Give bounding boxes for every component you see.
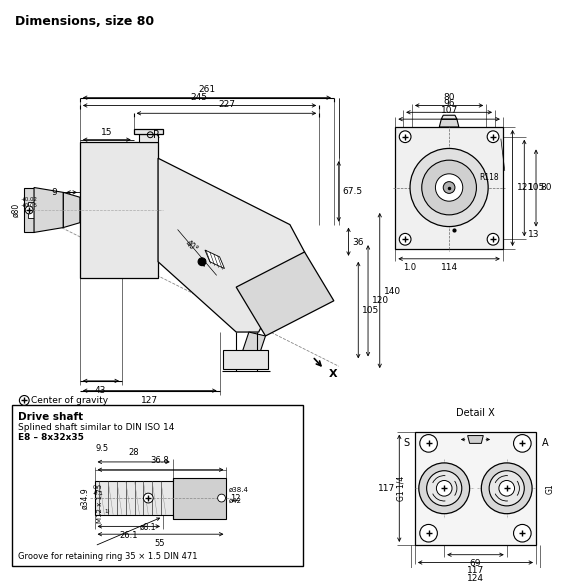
Polygon shape	[224, 350, 268, 369]
Circle shape	[489, 471, 525, 506]
Circle shape	[427, 471, 462, 506]
Circle shape	[435, 174, 463, 201]
Text: 80: 80	[540, 183, 551, 192]
Polygon shape	[242, 332, 265, 356]
Polygon shape	[94, 481, 173, 514]
Polygon shape	[24, 187, 34, 232]
Text: ø34.9: ø34.9	[81, 487, 90, 509]
Text: M12 x 1.75: M12 x 1.75	[97, 484, 102, 523]
Polygon shape	[34, 187, 63, 232]
Circle shape	[514, 435, 531, 452]
Circle shape	[422, 160, 476, 215]
Circle shape	[436, 481, 452, 496]
Text: ø80: ø80	[12, 203, 21, 217]
Polygon shape	[205, 250, 224, 268]
Text: ø38.4: ø38.4	[228, 487, 248, 494]
Text: Detail X: Detail X	[456, 408, 495, 418]
Text: 67.5: 67.5	[343, 187, 363, 196]
Polygon shape	[237, 353, 259, 369]
Text: 43: 43	[95, 386, 106, 395]
Circle shape	[399, 233, 411, 245]
Text: 13: 13	[528, 230, 540, 239]
Circle shape	[514, 524, 531, 542]
Polygon shape	[63, 193, 80, 228]
Polygon shape	[236, 252, 334, 336]
Text: 0
-0.1: 0 -0.1	[93, 485, 104, 496]
Polygon shape	[415, 432, 536, 545]
Text: Center of gravity: Center of gravity	[31, 396, 108, 405]
Polygon shape	[134, 129, 163, 134]
Text: 36.8: 36.8	[150, 456, 169, 465]
Text: Drive shaft: Drive shaft	[18, 412, 84, 422]
Text: Splined shaft similar to DIN ISO 14: Splined shaft similar to DIN ISO 14	[18, 423, 175, 432]
Text: R118: R118	[479, 173, 499, 182]
Circle shape	[419, 463, 470, 514]
Text: Groove for retaining ring 35 × 1.5 DIN 471: Groove for retaining ring 35 × 1.5 DIN 4…	[18, 552, 198, 560]
Text: E8 – 8x32x35: E8 – 8x32x35	[18, 432, 84, 442]
Text: 261: 261	[198, 85, 216, 94]
Circle shape	[420, 435, 438, 452]
Circle shape	[487, 233, 499, 245]
Text: 69: 69	[470, 559, 481, 567]
Text: 127: 127	[141, 396, 158, 404]
Circle shape	[144, 493, 153, 503]
Text: 117: 117	[467, 566, 484, 576]
Circle shape	[198, 258, 206, 265]
Text: +0.02
+0.05: +0.02 +0.05	[21, 197, 37, 208]
Text: A: A	[542, 438, 549, 448]
Text: 9.5: 9.5	[96, 444, 109, 453]
Circle shape	[487, 131, 499, 143]
Polygon shape	[439, 119, 459, 127]
Text: 105: 105	[362, 306, 379, 315]
Polygon shape	[441, 115, 457, 119]
Text: 120: 120	[372, 296, 389, 306]
Text: 140: 140	[384, 286, 401, 296]
Text: 9: 9	[51, 188, 57, 197]
Text: 114: 114	[440, 262, 458, 272]
Text: 245: 245	[190, 93, 208, 102]
Polygon shape	[28, 202, 34, 218]
Circle shape	[25, 206, 33, 214]
Text: G1 1/4: G1 1/4	[396, 475, 405, 501]
Text: 12: 12	[231, 494, 241, 503]
Text: 107: 107	[440, 107, 458, 115]
Text: Dimensions, size 80: Dimensions, size 80	[14, 15, 154, 28]
Circle shape	[499, 481, 515, 496]
Text: 1.0: 1.0	[403, 262, 416, 272]
Text: 26.1: 26.1	[120, 531, 138, 540]
Text: 227: 227	[218, 100, 235, 109]
Text: 15: 15	[101, 127, 112, 137]
Text: ø42: ø42	[228, 498, 241, 504]
Polygon shape	[395, 127, 503, 249]
Text: 96: 96	[443, 100, 455, 108]
Circle shape	[481, 463, 532, 514]
Polygon shape	[158, 158, 304, 332]
Text: 124: 124	[467, 574, 484, 582]
Text: 36: 36	[352, 237, 364, 247]
Polygon shape	[138, 134, 158, 141]
Text: 105: 105	[528, 183, 546, 192]
Text: S: S	[403, 438, 409, 448]
Text: R: R	[153, 130, 160, 140]
Text: 121: 121	[517, 183, 534, 192]
Text: ø8.1: ø8.1	[140, 523, 157, 531]
Text: 55: 55	[155, 539, 165, 548]
Circle shape	[217, 494, 225, 502]
Circle shape	[443, 182, 455, 193]
Circle shape	[410, 148, 488, 226]
Text: 40°: 40°	[184, 238, 200, 254]
Circle shape	[399, 131, 411, 143]
Text: G1: G1	[546, 483, 555, 494]
Text: 28: 28	[128, 448, 139, 457]
Circle shape	[19, 396, 29, 405]
Polygon shape	[80, 141, 158, 278]
Polygon shape	[173, 478, 227, 519]
Polygon shape	[468, 435, 483, 443]
Text: 117: 117	[378, 484, 395, 493]
Text: 80: 80	[443, 93, 455, 102]
Text: 1): 1)	[104, 509, 110, 514]
Circle shape	[420, 524, 438, 542]
Polygon shape	[11, 405, 303, 566]
Text: X: X	[329, 369, 337, 379]
